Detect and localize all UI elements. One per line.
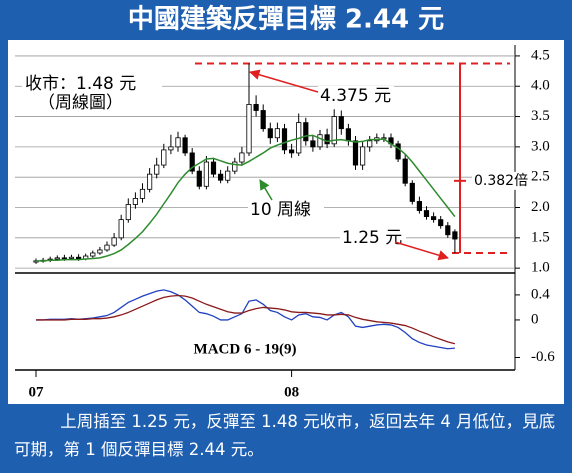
candle-body bbox=[423, 210, 430, 218]
arrow bbox=[259, 179, 273, 201]
label-bg bbox=[22, 72, 162, 112]
candle-body bbox=[154, 164, 160, 175]
candle-body bbox=[61, 257, 68, 260]
candle-body bbox=[310, 140, 316, 148]
x-tick-label: 08 bbox=[284, 384, 299, 400]
annotation: （周線圖） bbox=[38, 93, 123, 113]
arrow bbox=[394, 241, 450, 261]
y-tick-label: 4.5 bbox=[531, 47, 550, 63]
y-tick-label: 2.5 bbox=[531, 169, 550, 185]
candle-body bbox=[352, 140, 359, 166]
candle-body bbox=[239, 152, 245, 163]
candle-body bbox=[338, 116, 344, 130]
candle-body bbox=[430, 216, 437, 221]
y-tick-label: -0.6 bbox=[531, 349, 555, 365]
label-bg bbox=[248, 200, 324, 220]
macd-line bbox=[36, 294, 456, 345]
label-bg bbox=[340, 228, 406, 248]
candle-body bbox=[146, 173, 153, 190]
candle-body bbox=[288, 149, 295, 154]
candle-body bbox=[232, 161, 238, 172]
candle-body bbox=[203, 161, 209, 187]
candle-body bbox=[260, 110, 266, 130]
candle-body bbox=[253, 104, 259, 111]
candle-body bbox=[68, 256, 75, 259]
plot: 1.0 1.5 2.0 2.5 3.0 3.5 4.0 4.5 0.382倍 收市：1.48 元（… bbox=[15, 45, 555, 400]
label-bg bbox=[472, 171, 522, 190]
candle-body bbox=[111, 237, 117, 246]
candle-body bbox=[97, 249, 103, 254]
ma-line bbox=[36, 134, 456, 262]
candle-body bbox=[90, 252, 96, 257]
candle-body bbox=[452, 231, 458, 240]
candle-body bbox=[345, 128, 352, 142]
candle-body bbox=[331, 116, 337, 145]
annotation: 10 周線 bbox=[250, 200, 311, 220]
candle-body bbox=[217, 173, 224, 181]
y-tick-label: 3.0 bbox=[531, 138, 550, 154]
candle-body bbox=[246, 104, 252, 154]
y-tick-label: 2.0 bbox=[531, 199, 550, 215]
candle-body bbox=[210, 161, 217, 175]
reference-label: 4.375 元 bbox=[320, 86, 391, 106]
candle-body bbox=[274, 128, 281, 139]
arrow bbox=[248, 69, 319, 93]
y-tick-label: 1.0 bbox=[531, 260, 550, 276]
candle-body bbox=[132, 198, 138, 205]
candle-body bbox=[118, 219, 124, 239]
label-bg bbox=[318, 86, 394, 106]
y-tick-label: 0 bbox=[531, 311, 539, 327]
annotation: MACD 6 - 19(9) bbox=[194, 341, 297, 357]
candle-body bbox=[395, 143, 401, 160]
y-tick-label: 0.4 bbox=[531, 286, 550, 302]
candle-body bbox=[225, 170, 231, 181]
x-tick-label: 07 bbox=[29, 384, 45, 400]
candle-body bbox=[168, 146, 174, 151]
y-tick-label: 4.0 bbox=[531, 78, 550, 94]
candle-body bbox=[402, 158, 408, 184]
title: 中國建築反彈目標 2.44 元 bbox=[128, 4, 444, 35]
y-tick-label: 3.5 bbox=[531, 108, 550, 124]
candle-body bbox=[367, 140, 373, 148]
candle-body bbox=[416, 201, 423, 211]
candle-body bbox=[317, 134, 323, 148]
candle-body bbox=[104, 244, 110, 251]
candle-body bbox=[196, 170, 202, 187]
candle-body bbox=[303, 122, 309, 142]
candle-body bbox=[267, 128, 273, 139]
retracement-label: 0.382倍 bbox=[474, 173, 528, 189]
candle-body bbox=[182, 137, 188, 154]
candle-body bbox=[139, 188, 146, 199]
candle-body bbox=[175, 137, 181, 148]
macd-line bbox=[36, 289, 455, 350]
candle-body bbox=[438, 219, 444, 227]
candle-body bbox=[125, 204, 131, 221]
candle-body bbox=[161, 149, 167, 166]
candle-body bbox=[189, 152, 195, 172]
candle-body bbox=[409, 182, 415, 202]
candle-body bbox=[445, 225, 451, 236]
annotation: 收市：1.48 元 bbox=[25, 74, 136, 94]
candle-body bbox=[54, 257, 60, 260]
y-tick-label: 1.5 bbox=[531, 229, 550, 245]
candle-body bbox=[281, 128, 288, 151]
candle-body bbox=[359, 146, 366, 166]
caption: 上周插至 1.25 元，反彈至 1.48 元收市，返回去年 4 月低位，見底可期… bbox=[14, 412, 556, 459]
reference-label: 1.25 元 bbox=[342, 228, 402, 248]
candle-body bbox=[324, 134, 330, 145]
